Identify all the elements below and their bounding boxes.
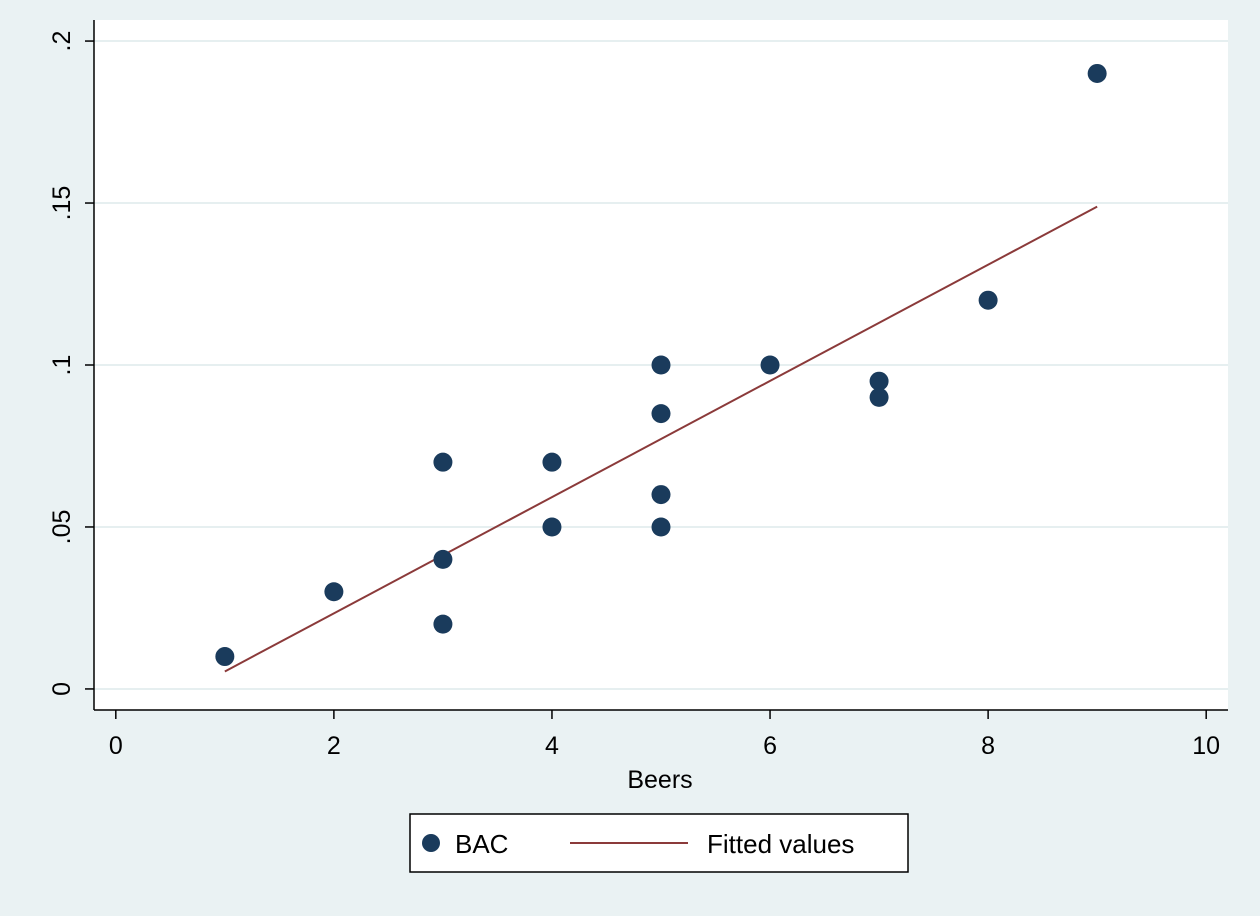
legend: BAC Fitted values	[409, 813, 909, 873]
data-point-12	[869, 371, 889, 391]
data-point-2	[433, 452, 453, 472]
x-tick-label-3: 6	[763, 732, 777, 760]
data-point-4	[433, 614, 453, 634]
data-point-15	[1087, 63, 1107, 83]
x-tick-label-5: 10	[1192, 732, 1220, 760]
x-tick-label-4: 8	[981, 732, 995, 760]
axes: 0 2 4 6 8 10 0 .05 .1 .15 .2	[48, 20, 1228, 760]
y-tick-label-2: .1	[48, 355, 76, 376]
data-point-10	[651, 517, 671, 537]
y-tick-label-3: .15	[48, 186, 76, 221]
data-point-1	[324, 582, 344, 602]
y-tick-label-1: .05	[48, 510, 76, 545]
legend-marker-bac	[422, 834, 440, 852]
data-point-0	[215, 647, 235, 667]
y-tick-label-4: .2	[48, 31, 76, 52]
data-point-8	[651, 404, 671, 424]
data-point-9	[651, 485, 671, 505]
legend-label-bac: BAC	[455, 829, 508, 859]
y-tick-label-0: 0	[48, 682, 76, 696]
data-point-5	[542, 452, 562, 472]
data-point-3	[433, 549, 453, 569]
data-point-6	[542, 517, 562, 537]
data-point-11	[760, 355, 780, 375]
fitted-line-layer	[224, 205, 1098, 673]
data-point-13	[869, 387, 889, 407]
x-axis-title: Beers	[627, 766, 692, 794]
x-tick-label-2: 4	[545, 732, 559, 760]
data-point-14	[978, 290, 998, 310]
points-layer	[215, 63, 1107, 667]
x-tick-label-0: 0	[109, 732, 123, 760]
data-point-7	[651, 355, 671, 375]
x-tick-label-1: 2	[327, 732, 341, 760]
legend-label-fitted: Fitted values	[707, 829, 854, 859]
fitted-values-line	[224, 205, 1098, 673]
